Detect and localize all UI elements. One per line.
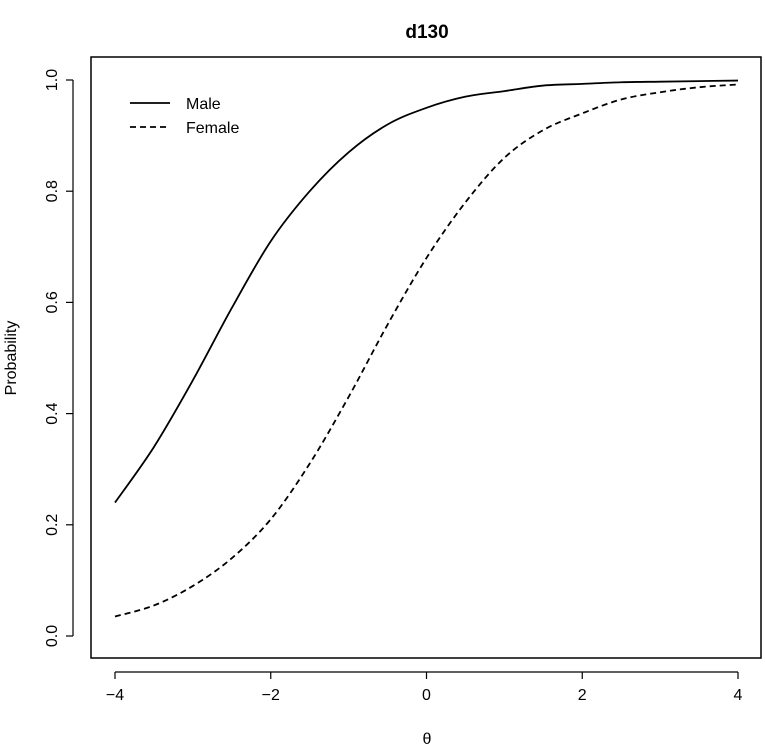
y-tick-label: 1.0 [44, 69, 61, 91]
y-axis-label: Probability [3, 321, 20, 396]
x-tick-label: 4 [734, 687, 743, 704]
plot-frame [90, 56, 762, 659]
series-line-male [114, 79, 739, 504]
x-tick-label: 0 [422, 687, 431, 704]
legend: Male Female [130, 96, 239, 137]
chart-title: d130 [405, 22, 448, 43]
legend-label-male: Male [186, 96, 221, 113]
x-tick-label: 2 [578, 687, 587, 704]
y-tick-label: 0.2 [44, 514, 61, 536]
x-axis-label: θ [423, 731, 432, 748]
x-tick-label: −4 [106, 687, 124, 704]
y-tick-label: 0.8 [44, 180, 61, 202]
y-tick-label: 0.0 [44, 625, 61, 647]
legend-label-female: Female [186, 120, 239, 137]
series-line-female [114, 83, 739, 618]
y-tick-label: 0.6 [44, 291, 61, 313]
series-layer [114, 79, 739, 618]
x-tick-label: −2 [262, 687, 280, 704]
y-tick-label: 0.4 [44, 402, 61, 424]
y-axis: 0.0 0.2 0.4 0.6 0.8 1.0 [44, 69, 74, 647]
x-axis: −4 −2 0 2 4 [106, 671, 743, 704]
